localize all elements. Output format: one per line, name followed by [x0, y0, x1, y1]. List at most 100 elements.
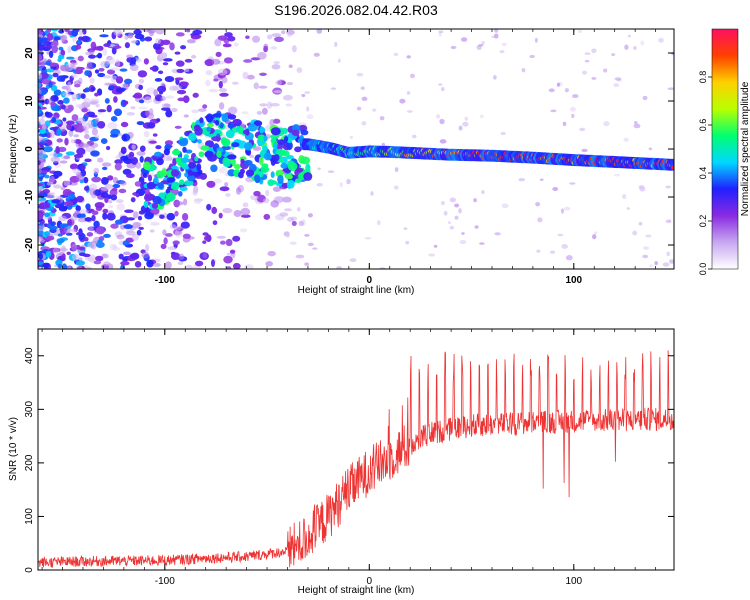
- spectrogram-cell: [218, 212, 223, 219]
- spectrogram-cell: [262, 145, 268, 152]
- spectrogram-cell: [70, 228, 77, 233]
- spectrogram-cell: [271, 64, 281, 70]
- spectrogram-cell: [174, 201, 184, 206]
- spectrogram-cell: [286, 81, 294, 86]
- spectrogram-cell: [77, 125, 84, 133]
- spectrogram-cell: [107, 175, 114, 181]
- spectrogram-cell: [51, 199, 61, 204]
- spectrogram-cell: [529, 54, 535, 59]
- spectrogram-cell: [106, 69, 116, 75]
- spectrogram-cell: [459, 239, 467, 245]
- spectrogram-cell: [66, 56, 75, 60]
- spectrogram-cell: [63, 97, 70, 104]
- spectrogram-cell: [105, 145, 111, 151]
- spectrogram-cell: [658, 37, 664, 43]
- spectrogram-cell: [449, 225, 455, 230]
- spectrogram-cell: [182, 233, 191, 239]
- spectrogram-cell: [84, 257, 94, 262]
- spectrogram-cell: [120, 260, 130, 266]
- spectrogram-cell: [106, 104, 112, 113]
- spectrogram-cell: [112, 244, 118, 249]
- spectrogram-cell: [163, 237, 168, 245]
- spectrogram-cell: [118, 132, 123, 137]
- spectrogram-cell: [296, 207, 301, 212]
- spectrogram-cell: [274, 154, 280, 162]
- spectrogram-cell: [62, 122, 68, 129]
- spectrogram-cell: [175, 32, 185, 37]
- spectrogram-cell: [48, 81, 53, 88]
- spectrogram-cell: [38, 29, 44, 35]
- spectrogram-cell: [149, 221, 160, 226]
- spectrogram-cell: [172, 85, 182, 91]
- spectrogram-cell: [71, 29, 79, 37]
- spectrogram-cell: [95, 255, 104, 262]
- spectrogram-cell: [149, 30, 154, 37]
- spectrogram-cell: [406, 55, 411, 59]
- spectrogram-cell: [284, 208, 293, 212]
- spectrogram-cell: [83, 237, 89, 242]
- spectrogram-cell: [111, 47, 117, 55]
- spectrogram-cell: [267, 250, 276, 257]
- spectrogram-cell: [257, 52, 267, 60]
- spectrogram-cell: [450, 45, 457, 50]
- spectrogram-cell: [501, 203, 509, 209]
- spectrogram-cell: [116, 234, 125, 240]
- spectrogram-cell: [259, 72, 267, 76]
- spectrogram-cell: [300, 129, 309, 136]
- spectrogram-cell: [232, 235, 241, 242]
- spectrogram-cell: [110, 115, 118, 122]
- spectrogram-cell: [112, 176, 119, 184]
- spectrogram-cell: [135, 162, 142, 169]
- spectrogram-cell: [106, 212, 116, 221]
- spectrogram-cell: [214, 38, 222, 47]
- spectrogram-cell: [438, 30, 444, 34]
- spectrogram-cell: [603, 121, 610, 127]
- snr-y-tick-label: 200: [24, 454, 35, 471]
- spectrogram-cell: [174, 225, 182, 231]
- spectrogram-cell: [90, 150, 100, 157]
- spectrogram-cell: [69, 65, 77, 70]
- colorbar-tick-label: 0.0: [698, 263, 708, 276]
- spectrogram-cell: [464, 116, 469, 121]
- spectrogram-cell: [76, 265, 86, 269]
- spectrogram-cell: [438, 83, 443, 86]
- spectrogram-cell: [103, 261, 111, 267]
- spectrogram-cell: [93, 167, 100, 175]
- spectrogram-cell: [91, 194, 97, 199]
- spectrogram-cell: [38, 261, 44, 266]
- spectrogram-cell: [481, 40, 486, 45]
- spectrogram-cell: [146, 87, 156, 95]
- spectrogram-cell: [40, 37, 49, 42]
- spectrogram-cell: [269, 119, 275, 127]
- spectrogram-cell: [164, 261, 172, 269]
- spectrogram-cell: [281, 127, 288, 135]
- spectrogram-cell: [216, 235, 226, 239]
- spectrogram-cell: [97, 239, 103, 245]
- spectrogram-cell: [102, 253, 110, 259]
- spectrogram-cell: [642, 95, 648, 101]
- spectrogram-cell: [71, 93, 79, 100]
- spectrogram-cell: [174, 77, 184, 81]
- spectrogram-cell: [224, 182, 229, 187]
- spectrogram-cell: [107, 121, 118, 130]
- spectrogram-cell: [662, 262, 670, 267]
- spectrogram-cell: [285, 103, 292, 107]
- spectrogram-cell: [123, 224, 133, 230]
- spectrogram-cell: [399, 98, 406, 104]
- spectrogram-cell: [65, 151, 75, 156]
- spectrogram-cell: [180, 221, 190, 229]
- spectrogram-cell: [114, 159, 123, 165]
- spectrogram-cell: [258, 156, 264, 165]
- spectrogram-cell: [667, 87, 674, 90]
- spectrogram-cell: [155, 29, 165, 35]
- spectrogram-cell: [570, 107, 576, 112]
- spectrogram-cell: [275, 196, 285, 203]
- figure-title: S196.2026.082.04.42.R03: [274, 2, 438, 18]
- snr-x-tick-label: -100: [155, 576, 175, 587]
- spectrogram-cell: [102, 75, 112, 79]
- spectrogram-cell: [229, 249, 236, 254]
- spectrogram-cell: [84, 70, 91, 77]
- spectrogram-cell: [114, 219, 124, 225]
- spectrogram-cell: [330, 87, 337, 90]
